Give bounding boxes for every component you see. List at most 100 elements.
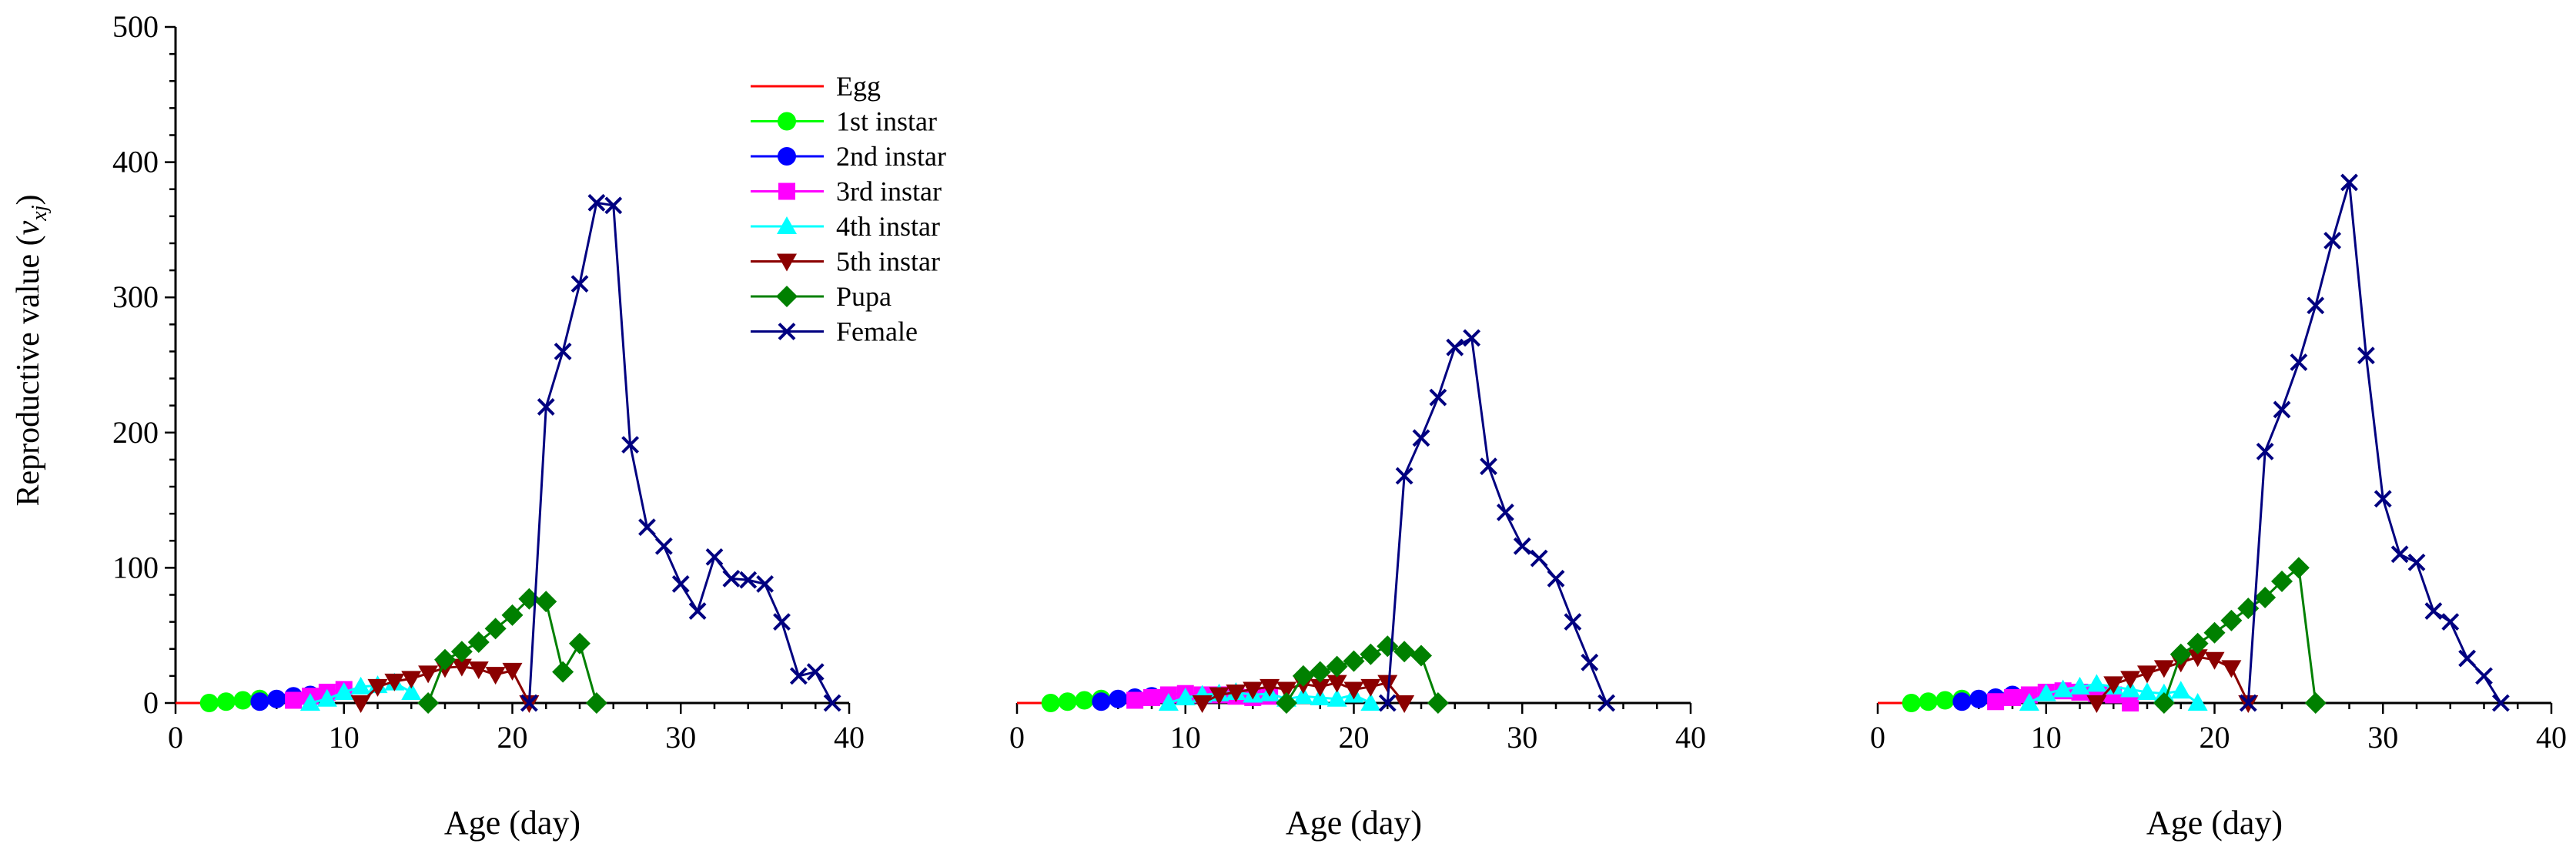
data-point-4th-instar: [1175, 687, 1196, 705]
data-point-5th-instar: [1360, 678, 1381, 697]
data-point-female: [2357, 346, 2375, 365]
data-point-3rd-instar: [1126, 691, 1144, 709]
data-point-2nd-instar: [250, 692, 269, 711]
data-point-5th-instar: [502, 662, 523, 681]
y-tick-label: 500: [112, 9, 159, 44]
data-point-4th-instar: [2086, 674, 2107, 692]
data-point-5th-instar: [451, 658, 472, 677]
data-point-1st-instar: [1935, 691, 1955, 710]
data-point-female: [2374, 490, 2392, 508]
x-tick-label: 10: [2031, 720, 2062, 755]
x-tick-label: 40: [834, 720, 865, 755]
data-point-5th-instar: [468, 661, 489, 680]
legend-label: Pupa: [836, 281, 892, 312]
series-line-female: [2246, 182, 2502, 704]
data-point-pupa: [2271, 570, 2293, 592]
series-female: [520, 193, 841, 712]
data-point-female: [1496, 503, 1514, 521]
legend-label: 2nd instar: [836, 141, 946, 172]
data-point-5th-instar: [1192, 695, 1213, 713]
data-point-4th-instar: [316, 688, 337, 707]
data-point-pupa: [2304, 692, 2327, 714]
data-point-pupa: [1276, 692, 1297, 714]
data-point-1st-instar: [233, 691, 253, 710]
x-tick-label: 20: [2200, 720, 2230, 755]
data-point-pupa: [2186, 632, 2209, 654]
data-point-female: [587, 193, 606, 212]
data-point-4th-instar: [2052, 679, 2073, 698]
y-tick-label: 100: [112, 550, 159, 584]
data-point-4th-instar: [1158, 693, 1179, 711]
data-point-female: [604, 196, 623, 215]
data-point-1st-instar: [1902, 694, 1921, 712]
data-point-female: [570, 275, 589, 293]
data-point-5th-instar: [1326, 675, 1347, 693]
data-point-1st-instar: [1919, 692, 1938, 711]
legend-item-2nd-instar: 2nd instar: [751, 141, 946, 172]
data-point-female: [1378, 694, 1397, 712]
data-point-female: [2256, 442, 2274, 460]
data-point-pupa: [2220, 609, 2243, 631]
x-axis-label: Age (day): [444, 804, 580, 842]
data-point-5th-instar: [1276, 681, 1296, 700]
x-tick-label: 30: [665, 720, 696, 755]
data-point-5th-instar: [2221, 660, 2242, 678]
data-point-4th-instar: [350, 676, 371, 695]
data-point-pupa: [2203, 621, 2226, 644]
data-point-pupa: [1393, 641, 1416, 663]
data-point-female: [1446, 338, 1464, 357]
legend-label: 4th instar: [836, 211, 940, 242]
data-point-pupa: [2170, 643, 2192, 665]
y-tick-label: 0: [143, 685, 159, 720]
data-point-2nd-instar: [267, 689, 286, 708]
data-point-5th-instar: [1243, 681, 1263, 700]
data-point-female: [621, 436, 640, 454]
data-point-female: [1395, 467, 1413, 485]
data-point-female: [1463, 329, 1481, 347]
data-point-5th-instar: [2120, 671, 2141, 689]
data-point-3rd-instar: [1987, 693, 2005, 711]
series-pupa: [417, 588, 607, 714]
chart-panel-3: 0 10 20 30 40 Age (day): [1870, 173, 2567, 842]
data-point-pupa: [2287, 557, 2310, 579]
data-point-4th-instar: [333, 681, 354, 700]
data-point-5th-instar: [418, 665, 439, 684]
data-point-3rd-instar: [2122, 695, 2139, 711]
y-tick-label: 200: [112, 415, 159, 450]
data-point-female: [806, 663, 825, 681]
data-point-female: [2491, 694, 2510, 712]
data-point-pupa: [417, 692, 440, 714]
data-point-pupa: [1309, 661, 1331, 683]
data-point-3rd-instar: [1143, 688, 1160, 706]
legend-marker: [778, 147, 796, 166]
data-point-female: [2340, 173, 2358, 192]
data-point-female: [2407, 553, 2426, 571]
x-tick-label: 20: [497, 720, 528, 755]
data-point-5th-instar: [1310, 678, 1330, 697]
x-tick-label: 0: [168, 720, 183, 755]
data-point-pupa: [484, 618, 507, 640]
data-point-pupa: [467, 631, 490, 653]
data-point-2nd-instar: [1969, 689, 1989, 708]
data-point-female: [654, 537, 673, 555]
legend-label: Female: [836, 316, 918, 347]
data-point-5th-instar: [2103, 676, 2124, 695]
chart-panel-2: 0 10 20 30 40 Age (day): [1009, 329, 1706, 842]
data-point-3rd-instar: [285, 691, 303, 709]
data-point-female: [2475, 667, 2493, 685]
series-female: [1378, 329, 1616, 712]
legend-item-egg: Egg: [751, 71, 881, 102]
data-point-pupa: [1292, 665, 1314, 687]
legend-marker: [777, 216, 797, 234]
data-point-female: [705, 547, 724, 566]
data-point-pupa: [1360, 643, 1382, 665]
legend-item-3rd-instar: 3rd instar: [751, 176, 942, 207]
data-point-5th-instar: [401, 671, 422, 689]
data-point-5th-instar: [2086, 695, 2107, 713]
data-point-female: [1513, 537, 1531, 555]
legend-marker: [777, 253, 797, 272]
data-point-5th-instar: [367, 678, 388, 697]
x-tick-label: 0: [1009, 720, 1025, 755]
data-point-2nd-instar: [1952, 692, 1972, 711]
data-point-pupa: [450, 641, 473, 663]
